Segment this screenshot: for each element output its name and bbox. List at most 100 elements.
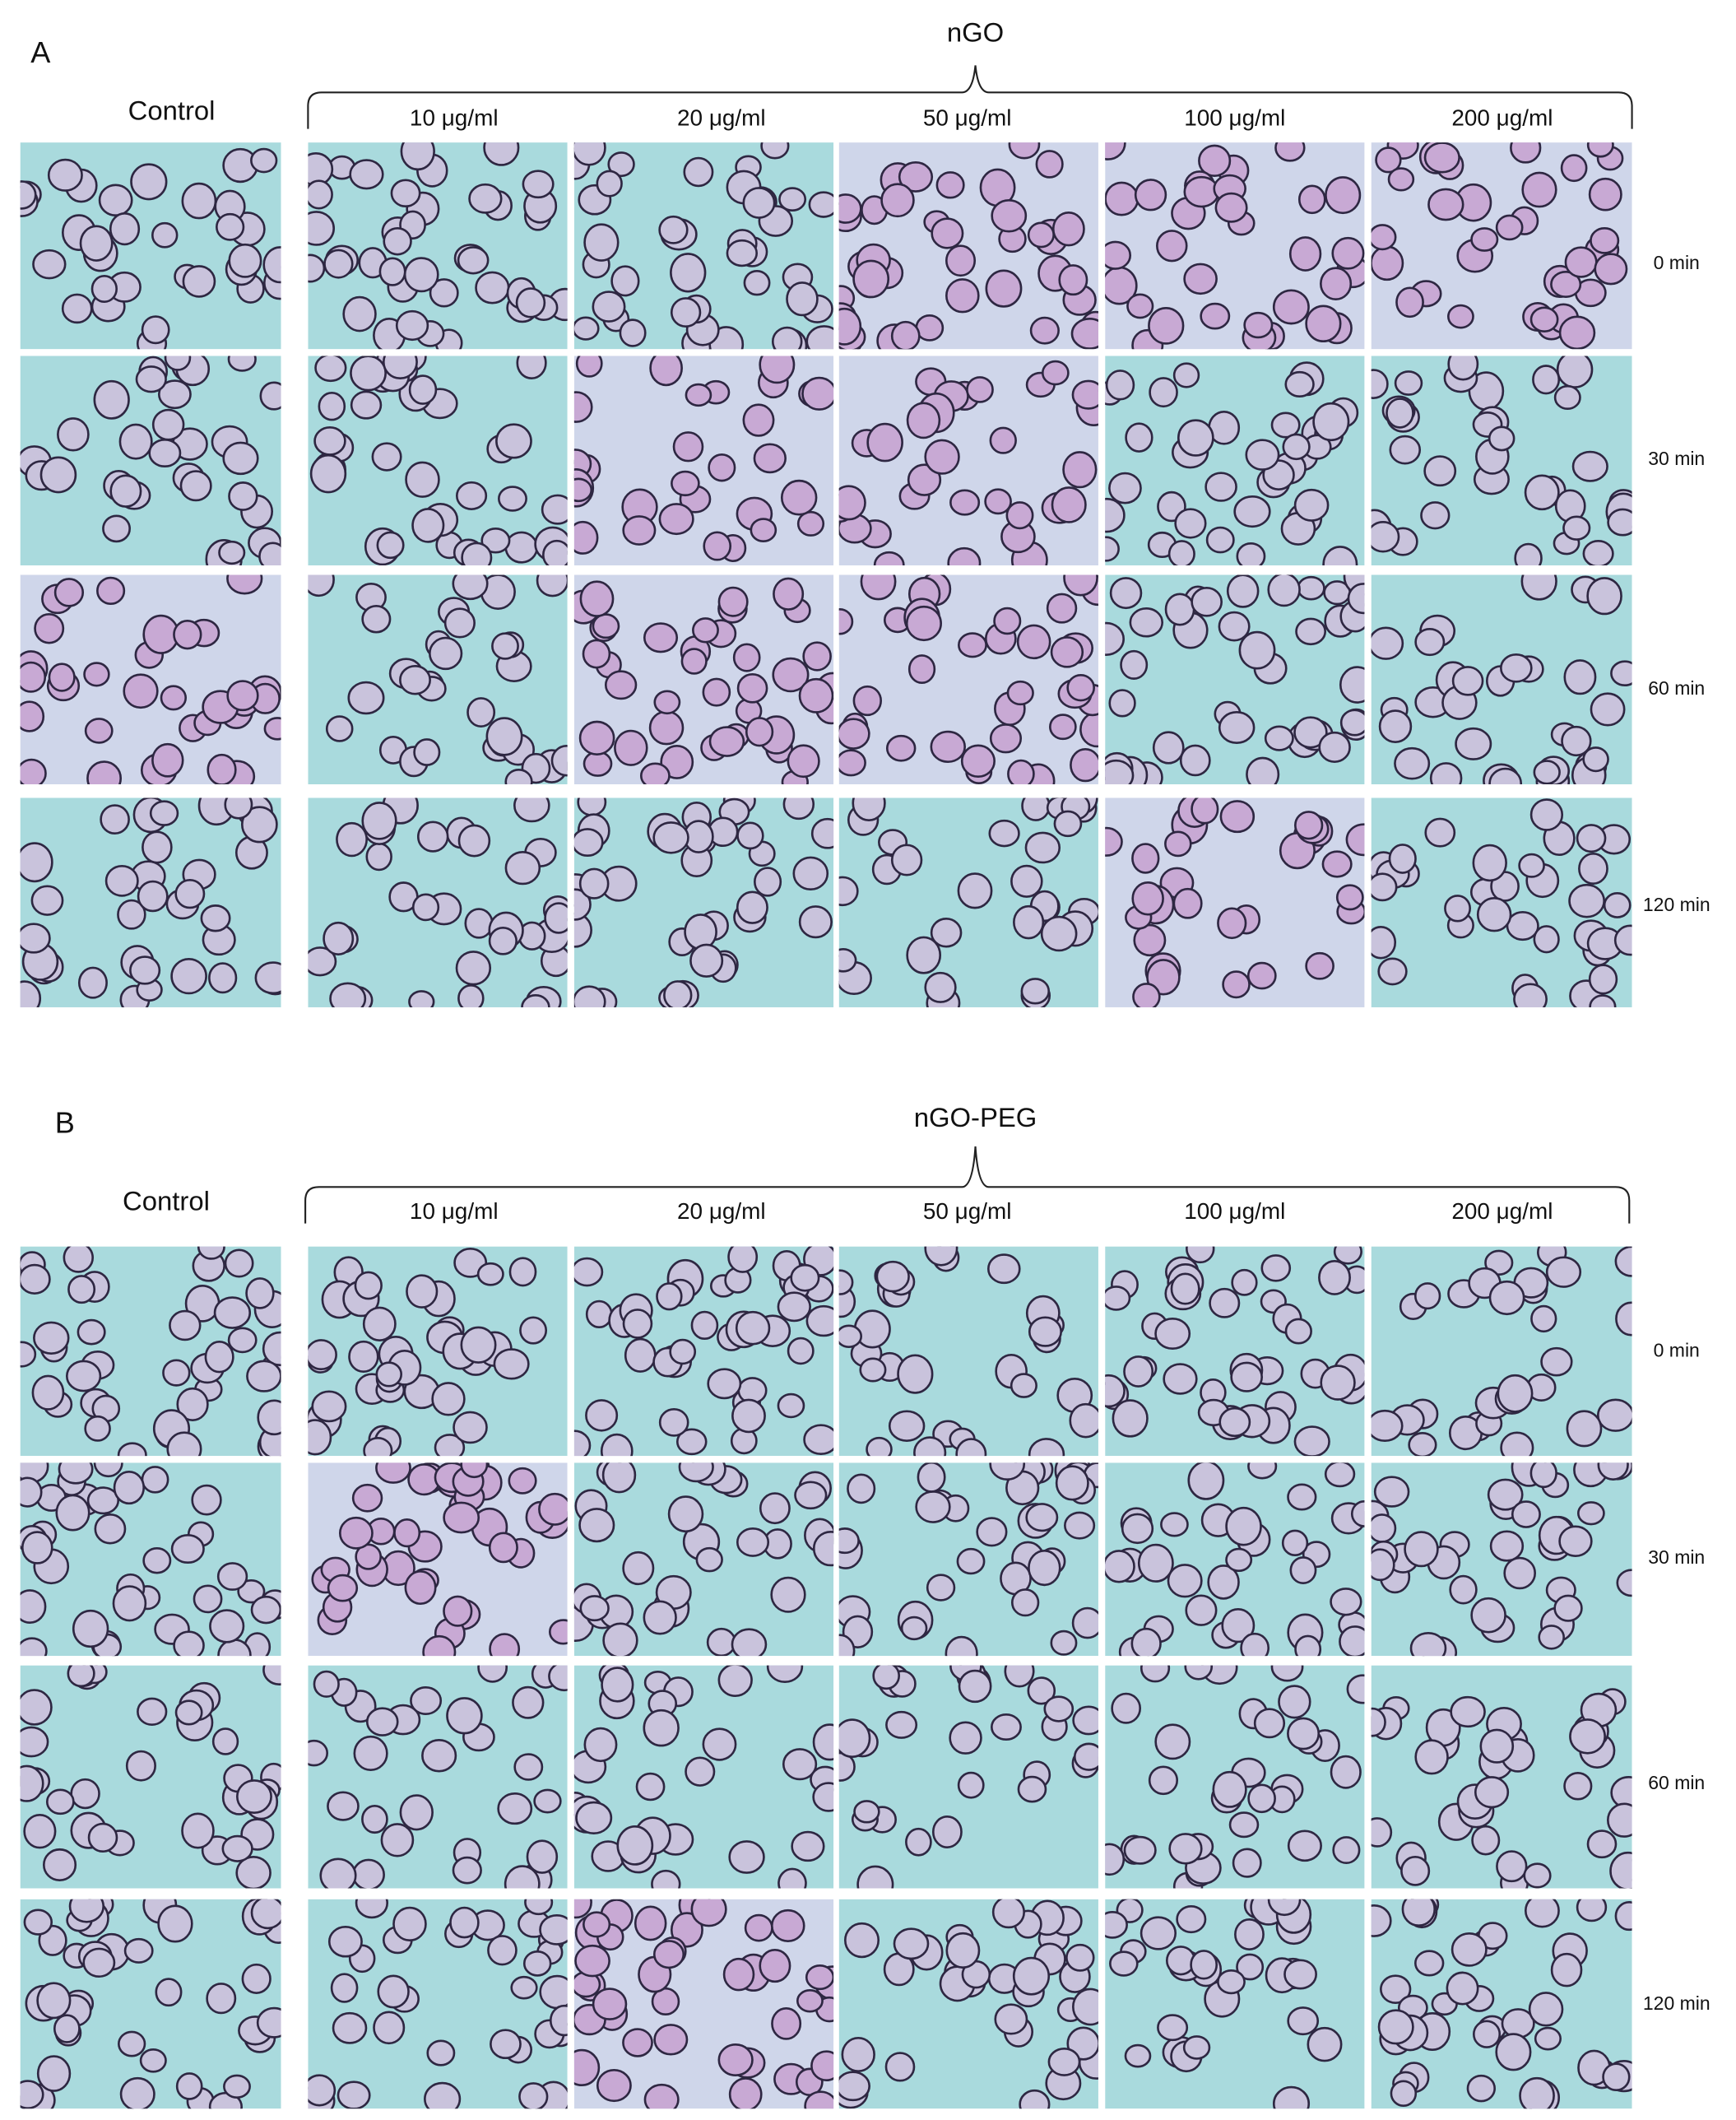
time-label: 60 min xyxy=(1648,1772,1705,1793)
cell xyxy=(949,489,981,516)
cell xyxy=(651,1869,681,1889)
cell xyxy=(1318,731,1351,763)
cell xyxy=(1132,983,1161,1007)
cell xyxy=(119,2076,155,2109)
cell xyxy=(575,1801,613,1834)
cell xyxy=(1371,1409,1404,1443)
cell xyxy=(924,439,960,475)
cell xyxy=(649,356,683,387)
cell xyxy=(690,1310,719,1340)
cell xyxy=(404,1570,437,1606)
cell xyxy=(573,828,604,858)
micrograph xyxy=(573,797,834,1007)
cell xyxy=(573,142,606,166)
cell xyxy=(137,1697,168,1727)
cell xyxy=(1602,2062,1631,2092)
cell xyxy=(237,1578,266,1604)
cell xyxy=(373,2011,406,2045)
cell xyxy=(228,481,258,511)
cell xyxy=(786,281,819,317)
cell xyxy=(1538,1625,1566,1650)
cell xyxy=(930,730,967,763)
cell xyxy=(33,1321,70,1355)
cell xyxy=(1028,1549,1061,1587)
cell xyxy=(1322,546,1358,566)
cell xyxy=(84,1415,111,1442)
cell xyxy=(1123,1835,1157,1865)
cell xyxy=(453,1411,488,1444)
micrograph xyxy=(573,574,834,785)
cell xyxy=(1506,911,1539,941)
cell xyxy=(583,1727,618,1763)
cell xyxy=(731,1628,768,1657)
cell xyxy=(600,1433,634,1457)
cell xyxy=(905,605,942,642)
cell xyxy=(1043,1695,1075,1723)
cell xyxy=(838,608,854,635)
cell xyxy=(351,1858,385,1889)
cell xyxy=(519,1316,548,1345)
cell xyxy=(365,1707,399,1736)
cell xyxy=(1408,1431,1437,1457)
cell xyxy=(1133,923,1167,957)
cell xyxy=(607,151,635,178)
cell xyxy=(91,275,118,304)
cell xyxy=(614,729,648,766)
micrograph xyxy=(1371,797,1632,1007)
cell xyxy=(1324,1462,1356,1488)
micrograph-content xyxy=(573,142,834,350)
cell xyxy=(1476,897,1512,932)
cell xyxy=(1293,1425,1330,1457)
cell xyxy=(485,717,523,756)
cell xyxy=(1293,488,1330,522)
cell xyxy=(206,1983,237,2015)
cell xyxy=(945,278,980,314)
cell xyxy=(1563,1771,1593,1801)
cell xyxy=(157,379,192,410)
micrograph xyxy=(1105,1665,1365,1889)
cell xyxy=(497,1792,533,1825)
micrograph-content xyxy=(308,356,568,566)
cell xyxy=(166,1431,202,1457)
cell xyxy=(1064,1511,1096,1540)
cell xyxy=(137,880,169,913)
cell xyxy=(1293,716,1328,749)
cell xyxy=(1209,1287,1241,1318)
time-label: 120 min xyxy=(1643,1992,1710,2014)
cell xyxy=(803,1424,834,1456)
cell xyxy=(218,540,246,565)
cell xyxy=(313,1670,340,1698)
cell xyxy=(653,690,681,715)
concentration-label: 100 μg/ml xyxy=(1184,105,1285,131)
cell xyxy=(1282,433,1311,461)
cell xyxy=(760,142,790,160)
cell xyxy=(1234,1918,1265,1950)
cell xyxy=(736,890,768,924)
cell xyxy=(350,356,387,392)
cell xyxy=(573,1257,604,1287)
cell xyxy=(1346,1674,1365,1704)
concentration-label: 100 μg/ml xyxy=(1184,1198,1285,1224)
cell xyxy=(173,620,202,650)
cell xyxy=(61,293,93,324)
cell xyxy=(592,1988,628,2020)
cell xyxy=(759,1492,791,1525)
cell xyxy=(702,677,731,707)
cell xyxy=(452,574,489,601)
cell xyxy=(976,1517,1008,1547)
cell xyxy=(342,295,377,332)
cell xyxy=(1108,689,1136,718)
cell xyxy=(1564,246,1598,278)
cell xyxy=(518,2082,549,2109)
micrograph xyxy=(308,1246,568,1457)
micrograph-content xyxy=(1371,142,1632,350)
cell xyxy=(1021,797,1051,821)
cell xyxy=(838,1718,871,1758)
cell xyxy=(406,1274,439,1309)
cell xyxy=(174,879,206,909)
cell xyxy=(897,1354,934,1394)
cell xyxy=(852,685,883,717)
cell xyxy=(256,2006,281,2039)
cell xyxy=(1284,370,1315,398)
cell xyxy=(838,485,866,521)
